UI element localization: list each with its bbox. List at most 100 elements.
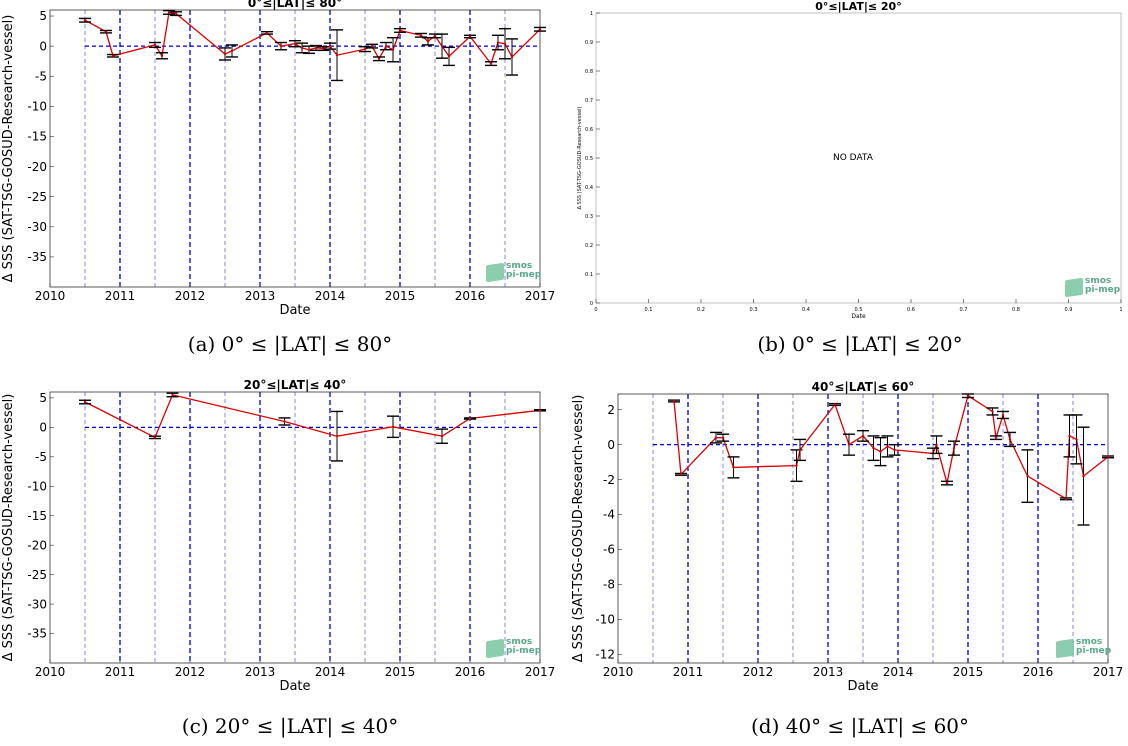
- logo-mark-icon: [486, 262, 504, 283]
- x-tick-label: 1: [1119, 307, 1122, 313]
- data-point: [847, 443, 851, 446]
- x-axis-label: Date: [279, 303, 310, 318]
- x-tick-label: 2014: [315, 289, 346, 303]
- data-point: [335, 434, 339, 438]
- x-tick-label: 2011: [105, 665, 136, 679]
- y-tick-label: -15: [27, 130, 47, 144]
- y-tick-label: -25: [27, 190, 47, 204]
- chart-c-svg: 20°≤|LAT|≤ 40° 2010 2011 2012 2013 2014 2015 20…: [1, 378, 555, 694]
- logo-mark-icon-c: [486, 638, 504, 659]
- y-tick-label: -20: [27, 160, 47, 174]
- y-tick-label: -35: [27, 627, 47, 641]
- y-tick-label: 0: [39, 39, 47, 53]
- x-tick-label: 0.4: [802, 307, 810, 313]
- data-point: [398, 29, 402, 32]
- x-tick-label: 2012: [743, 665, 774, 679]
- data-point: [391, 48, 395, 51]
- data-point: [433, 34, 437, 38]
- data-point: [283, 420, 286, 423]
- data-point: [279, 44, 283, 48]
- logo-text-line2-b: pi-mep: [1085, 285, 1121, 295]
- data-point: [1001, 413, 1005, 417]
- y-tick-label: 5: [39, 9, 47, 23]
- y-axis-label: Δ SSS (SAT-TSG-GOSUD-Research-vessel): [1, 15, 16, 283]
- y-tick-label: -5: [35, 69, 47, 83]
- logo-text-line2-d: pi-mep: [1076, 646, 1112, 656]
- data-point: [153, 436, 157, 439]
- data-point: [328, 44, 332, 48]
- y-tick-label: -5: [35, 450, 47, 464]
- y-tick-label: 0.6: [585, 127, 593, 133]
- smos-pimep-logo-d: smos pi-mep: [1056, 638, 1112, 660]
- data-point: [1082, 474, 1085, 478]
- plot-frame: [49, 391, 541, 664]
- y-axis-label: Δ SSS (SAT-TSG-GOSUD-Research-vessel): [571, 395, 586, 663]
- caption-a: (a) 0° ≤ |LAT| ≤ 80°: [187, 332, 393, 356]
- data-point: [795, 464, 798, 467]
- data-point: [1064, 497, 1068, 501]
- data-point: [167, 11, 171, 14]
- data-point: [377, 57, 381, 60]
- data-point: [468, 417, 472, 420]
- data-point: [879, 450, 882, 453]
- chart-title: 20°≤|LAT|≤ 40°: [244, 378, 347, 392]
- x-axis-label: Date: [847, 679, 878, 694]
- chart-panel-a: 0°≤|LAT|≤ 80° 2010 2011 2012 2013 2014 2015 201…: [0, 0, 560, 330]
- x-tick-label: 0.5: [855, 307, 863, 313]
- y-tick-label: -20: [27, 538, 47, 552]
- data-point: [496, 41, 500, 44]
- y-tick-label: -8: [603, 578, 615, 592]
- logo-text-line1-b: smos: [1085, 276, 1112, 286]
- y-tick-label: 0.4: [585, 185, 593, 191]
- y-axis-label: Δ SSS (SAT-TSG-GOSUD-Research-vessel): [1, 394, 16, 662]
- x-axis-label: Date: [851, 313, 866, 320]
- data-point: [1068, 434, 1071, 438]
- data-point: [468, 35, 472, 38]
- y-tick-label: -4: [603, 508, 615, 522]
- data-point: [265, 31, 269, 35]
- data-point: [798, 448, 802, 452]
- series-line: [84, 394, 541, 439]
- data-point: [833, 403, 837, 406]
- y-tick-label: -30: [27, 597, 47, 611]
- data-point: [489, 62, 493, 65]
- data-point: [893, 448, 896, 452]
- data-point: [335, 53, 339, 57]
- data-point: [732, 466, 735, 469]
- data-point: [171, 393, 174, 397]
- x-tick-label: 2013: [245, 289, 276, 303]
- series-line: [673, 394, 1109, 500]
- caption-b: (b) 0° ≤ |LAT| ≤ 20°: [757, 332, 963, 356]
- y-tick-label: 0.9: [585, 40, 593, 46]
- data-point: [363, 47, 367, 51]
- data-point: [174, 12, 178, 15]
- y-tick-label: 0: [607, 438, 615, 452]
- x-tick-label: 2011: [673, 665, 704, 679]
- y-axis-label: Δ SSS (SAT-TSG-GOSUD-Research-vessel): [577, 106, 583, 209]
- data-point: [1008, 438, 1012, 441]
- x-tick-label: 2017: [525, 289, 556, 303]
- data-point: [679, 473, 683, 476]
- y-tick-label: 5: [39, 391, 47, 405]
- x-tick-label: 2014: [315, 665, 346, 679]
- data-point: [440, 44, 444, 48]
- y-tick-label: 1: [590, 11, 593, 17]
- x-tick-label: 2013: [245, 665, 276, 679]
- y-tick-label: 0.2: [585, 243, 593, 249]
- y-tick-label: -12: [595, 647, 615, 661]
- data-point: [503, 42, 507, 45]
- data-point: [994, 436, 998, 439]
- x-tick-label: 0.6: [907, 307, 915, 313]
- x-tick-label: 2014: [883, 665, 914, 679]
- chart-title: 0°≤|LAT|≤ 80°: [248, 0, 342, 10]
- y-tick-label: 0.3: [585, 214, 593, 220]
- plot-frame: [617, 393, 1109, 664]
- logo-mark-icon-b: [1065, 277, 1083, 298]
- data-point: [300, 46, 304, 50]
- chart-panel-b: 0°≤|LAT|≤ 20° 0 0.1 0.2 0.3 0.4 0.5 0.6 0.7 0.8 0.…: [575, 0, 1128, 330]
- data-point: [314, 46, 318, 50]
- data-point: [945, 481, 949, 485]
- x-tick-label: 2010: [35, 289, 66, 303]
- chart-title: 40°≤|LAT|≤ 60°: [812, 380, 915, 394]
- x-tick-label: 0.7: [960, 307, 968, 313]
